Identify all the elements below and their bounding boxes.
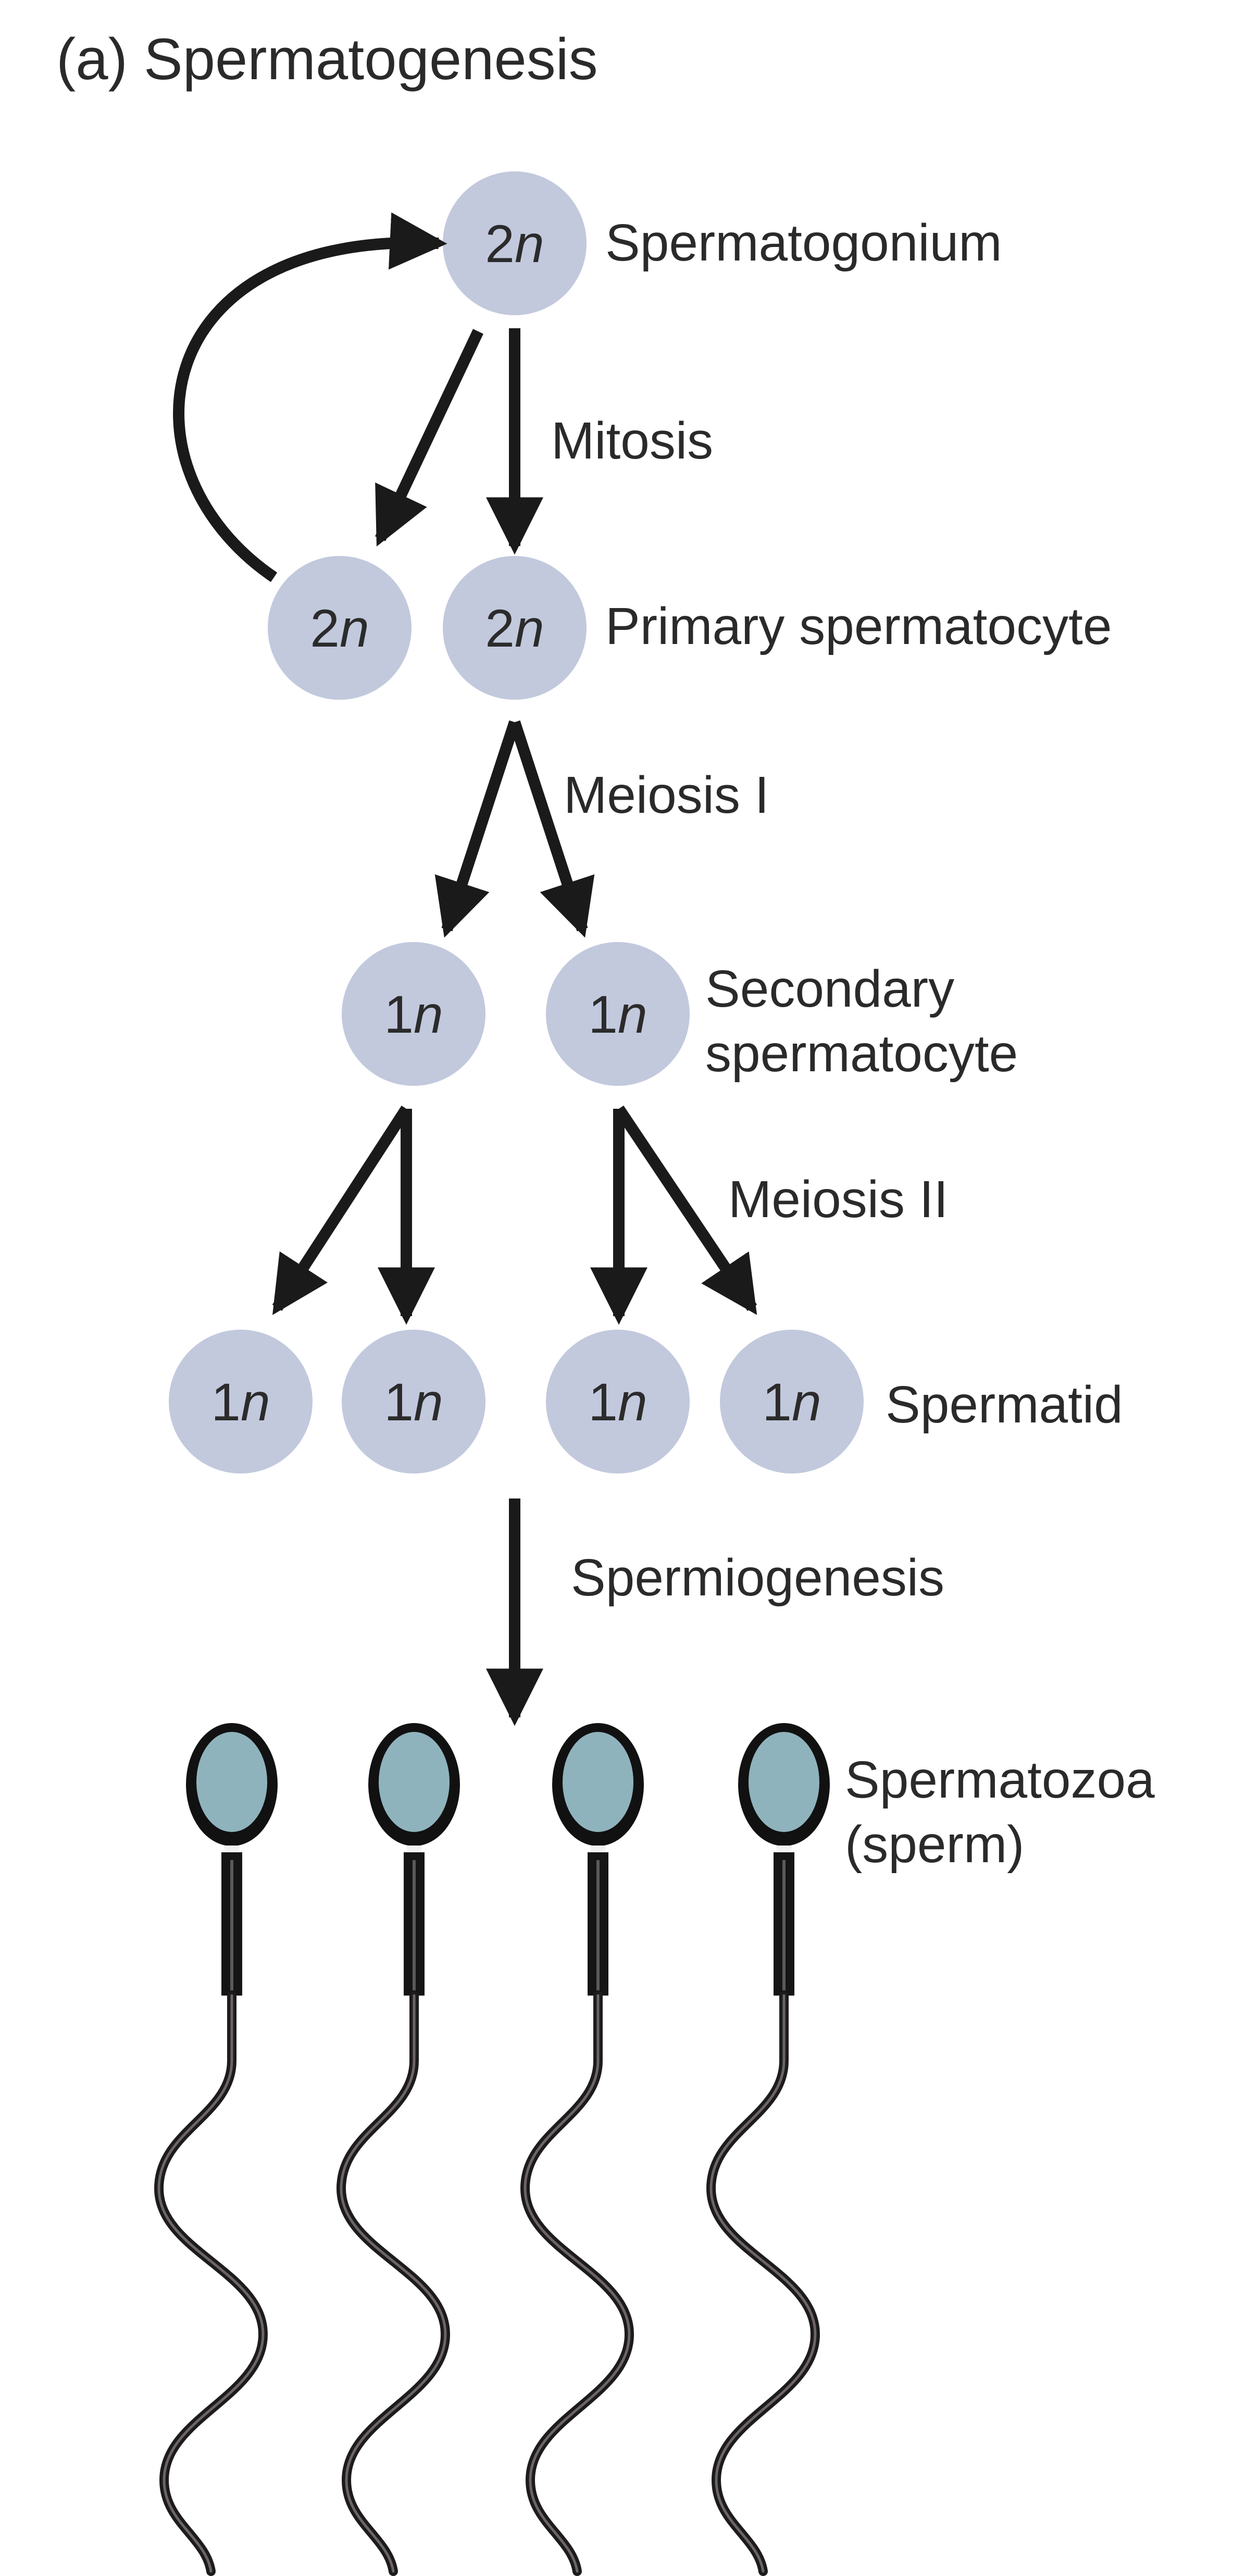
label-secondary-spermatocyte-line1: Secondary xyxy=(705,960,954,1018)
ploidy-label: 1n xyxy=(211,1372,270,1432)
cell-primary-spermatocyte: 2n xyxy=(443,556,587,700)
label-primary-spermatocyte: Primary spermatocyte xyxy=(605,597,1112,655)
ploidy-label: 2n xyxy=(485,599,544,658)
meiosis-1-arrow-right xyxy=(509,720,595,938)
mitosis-arrow-left xyxy=(375,329,483,547)
spermatozoon-4 xyxy=(706,1723,830,2576)
label-mitosis: Mitosis xyxy=(551,412,713,470)
label-spermatogonium: Spermatogonium xyxy=(605,214,1002,272)
cell-spermatid-3: 1n xyxy=(546,1330,690,1473)
cell-primary-spermatocyte-renewed: 2n xyxy=(268,556,412,700)
label-secondary-spermatocyte-line2: spermatocyte xyxy=(705,1024,1018,1083)
spermatozoon-3 xyxy=(520,1723,644,2576)
ploidy-label: 1n xyxy=(384,1372,443,1432)
cell-spermatid-2: 1n xyxy=(342,1330,485,1473)
ploidy-label: 1n xyxy=(588,985,647,1044)
label-spermatozoa-line2: (sperm) xyxy=(845,1815,1024,1874)
ploidy-label: 1n xyxy=(384,985,443,1044)
meiosis-2-arrow-b-right xyxy=(614,1105,757,1315)
ploidy-label: 1n xyxy=(762,1372,821,1432)
cell-spermatid-1: 1n xyxy=(169,1330,313,1473)
renewal-arrow xyxy=(173,212,447,583)
cell-spermatid-4: 1n xyxy=(720,1330,864,1473)
cell-secondary-spermatocyte-b: 1n xyxy=(546,942,690,1086)
ploidy-label: 2n xyxy=(485,214,544,274)
label-meiosis-1: Meiosis I xyxy=(564,766,769,824)
meiosis-2-arrow-a-left xyxy=(272,1106,412,1315)
spermatozoon-2 xyxy=(336,1723,460,2576)
spermatozoa-group xyxy=(154,1723,830,2576)
label-meiosis-2: Meiosis II xyxy=(728,1170,948,1229)
cell-spermatogonium: 2n xyxy=(443,171,587,315)
meiosis-1-arrow-left xyxy=(434,720,520,938)
label-spermatozoa-line1: Spermatozoa xyxy=(845,1751,1155,1809)
label-spermatid: Spermatid xyxy=(886,1376,1123,1434)
diagram-title: (a) Spermatogenesis xyxy=(56,27,598,92)
cell-secondary-spermatocyte-a: 1n xyxy=(342,942,485,1086)
ploidy-label: 2n xyxy=(310,599,369,658)
label-spermiogenesis: Spermiogenesis xyxy=(571,1549,944,1607)
ploidy-label: 1n xyxy=(588,1372,647,1432)
spermatozoon-1 xyxy=(154,1723,278,2576)
